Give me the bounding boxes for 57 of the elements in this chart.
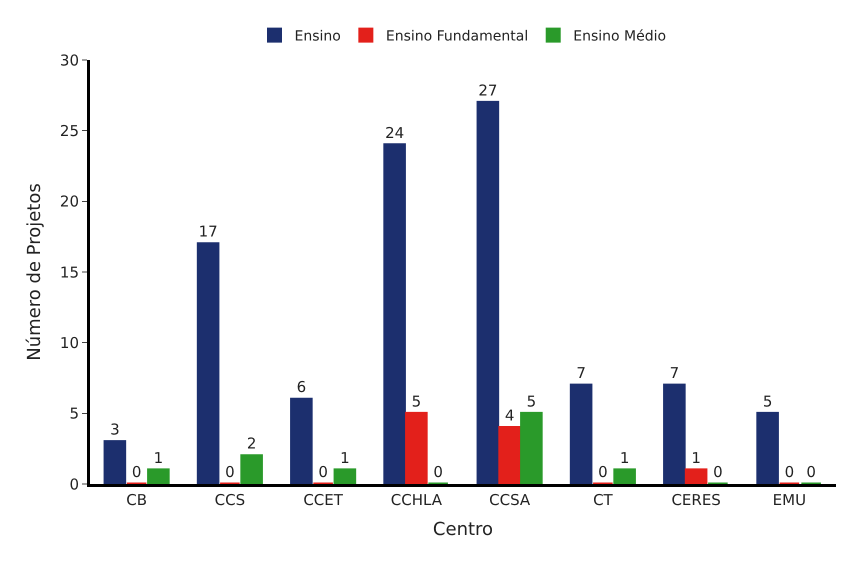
data-label: 0 [806,463,816,481]
bar [196,242,220,484]
bar [290,398,313,484]
data-label: 0 [225,463,235,481]
x-tick-label: CT [593,491,614,509]
data-label: 0 [598,463,608,481]
x-tick-label: CERES [671,491,721,509]
bar [520,412,543,484]
bar [613,468,636,484]
x-tick-label: CCS [214,491,246,509]
data-label: 0 [318,463,328,481]
x-axis-title: Centro [432,519,494,540]
y-tick-label: 15 [60,263,79,282]
data-label: 27 [478,81,498,100]
bar [570,384,592,484]
data-label: 5 [412,392,422,410]
y-axis-title: Número de Projetos [24,183,46,361]
bar [104,440,126,484]
bar [147,468,170,484]
y-tick-label: 10 [60,334,79,352]
legend-label: Ensino [294,28,341,45]
data-label: 6 [296,378,306,396]
data-label: 1 [691,448,701,467]
data-label: 24 [385,124,404,142]
y-tick-label: 30 [60,51,79,70]
data-label: 4 [504,406,514,424]
x-tick-label: CCSA [489,491,531,509]
data-label: 7 [670,364,680,382]
bar [383,143,406,484]
x-tick-label: EMU [772,491,806,509]
bar [663,384,686,484]
data-label: 0 [433,463,443,481]
legend-label: Ensino Fundamental [386,28,528,45]
data-label: 3 [110,420,120,439]
data-label: 17 [198,222,218,241]
data-label: 0 [784,463,794,481]
bar [240,454,263,484]
bar [476,100,500,484]
y-tick-label: 0 [69,475,79,494]
data-label: 5 [526,392,536,410]
y-tick-label: 5 [69,404,79,423]
bar [756,412,779,484]
data-label: 1 [154,448,164,467]
data-label: 1 [620,448,630,467]
data-label: 7 [576,364,586,382]
legend-label: Ensino Médio [573,28,666,45]
y-tick-label: 20 [60,192,79,211]
data-label: 5 [762,392,772,410]
x-tick-label: CCET [303,491,344,509]
x-tick-label: CCHLA [390,491,443,509]
data-label: 0 [713,463,723,481]
data-label: 2 [246,434,256,453]
bar [334,468,356,484]
data-label: 0 [132,463,142,481]
y-tick-label: 25 [60,122,79,140]
x-tick-label: CB [126,491,148,509]
data-label: 1 [340,448,350,467]
